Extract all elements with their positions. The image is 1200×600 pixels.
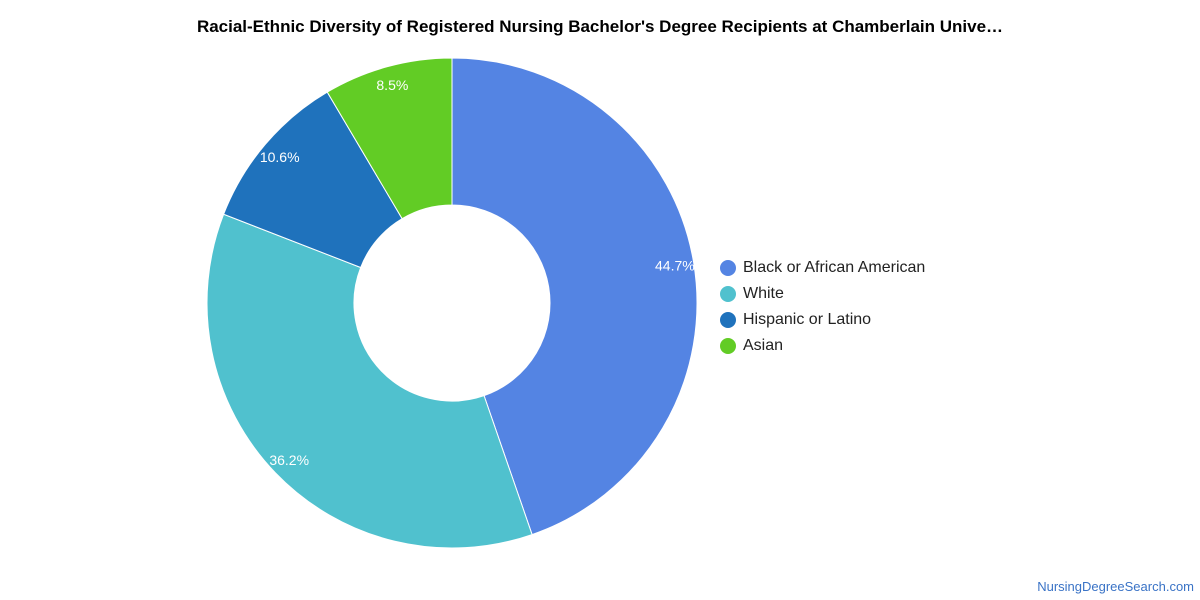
- slice-label-white: 36.2%: [269, 452, 309, 468]
- legend-label: Hispanic or Latino: [743, 311, 872, 328]
- slice-hispanic-or-latino[interactable]: [222, 91, 403, 269]
- chart-legend: Black or African American White Hispanic o…: [720, 255, 925, 359]
- slice-label-hispanic-or-latino: 10.6%: [260, 149, 300, 165]
- legend-swatch-icon: [720, 338, 736, 354]
- legend-swatch-icon: [720, 286, 736, 302]
- legend-item-asian[interactable]: Asian: [720, 333, 925, 359]
- watermark-link[interactable]: NursingDegreeSearch.com: [1037, 579, 1194, 594]
- chart-title: Racial-Ethnic Diversity of Registered Nu…: [196, 17, 1004, 36]
- slice-label-black-or-african-american: 44.7%: [655, 258, 695, 274]
- slice-asian[interactable]: [326, 57, 453, 220]
- legend-item-white[interactable]: White: [720, 281, 925, 307]
- legend-item-hispanic-or-latino[interactable]: Hispanic or Latino: [720, 307, 925, 333]
- slice-label-asian: 8.5%: [376, 77, 408, 93]
- legend-label: Black or African American: [743, 259, 926, 276]
- legend-label: Asian: [743, 337, 784, 354]
- legend-item-black-or-african-american[interactable]: Black or African American: [720, 255, 925, 281]
- legend-swatch-icon: [720, 260, 736, 276]
- legend-label: White: [743, 285, 784, 302]
- legend-swatch-icon: [720, 312, 736, 328]
- slice-white[interactable]: [206, 213, 533, 549]
- slice-black-or-african-american[interactable]: [451, 57, 698, 536]
